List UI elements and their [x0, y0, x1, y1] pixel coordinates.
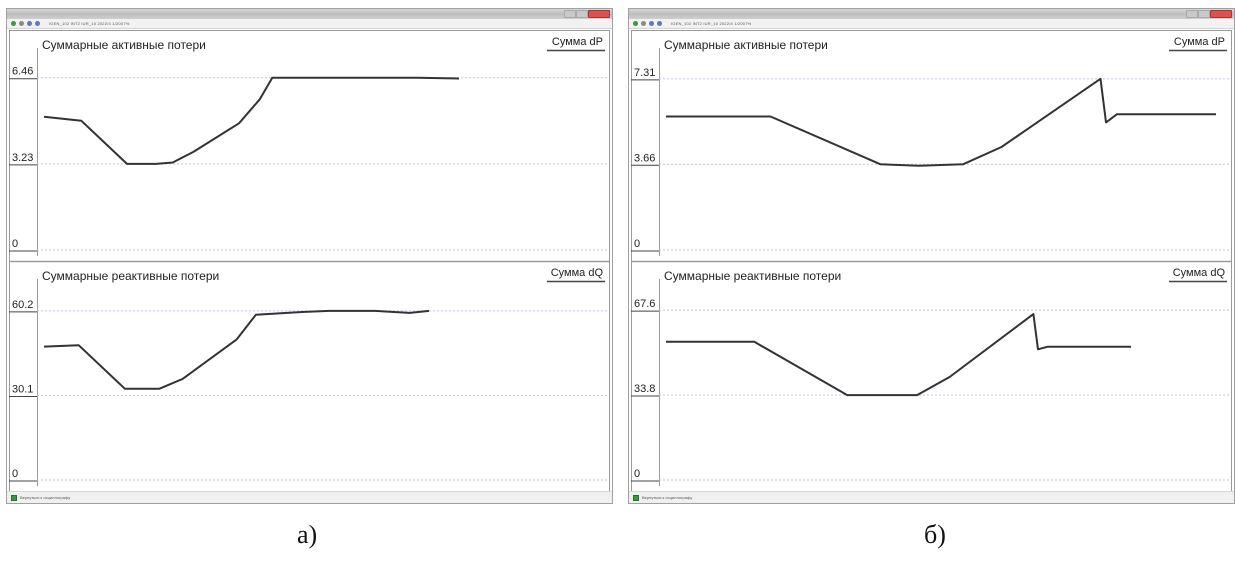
y-tick-label: 60.2 — [12, 299, 33, 311]
y-tick-label: 0 — [634, 238, 640, 250]
return-link[interactable]: Вернуться к осциллографу — [20, 495, 71, 500]
chart-svg-b: 0 3.66 7.31 Суммарные активные потери Сумма … — [631, 30, 1232, 492]
return-link[interactable]: Вернуться к осциллографу — [642, 495, 693, 500]
series-line — [43, 309, 430, 390]
y-tick-label: 0 — [12, 468, 18, 480]
panel-title: Суммарные активные потери — [42, 38, 206, 52]
caption-a: а) — [297, 520, 318, 549]
y-tick-label: 3.66 — [634, 152, 655, 164]
maximize-button[interactable] — [576, 10, 588, 18]
y-tick-label: 0 — [634, 468, 640, 480]
save-icon[interactable] — [649, 21, 654, 26]
chart-panel-active: 0 3.66 7.31 Суммарные активные потери Сумма … — [631, 36, 1231, 256]
caption-b: б) — [924, 520, 946, 549]
stop-icon[interactable] — [641, 21, 646, 26]
close-button[interactable] — [588, 10, 610, 18]
title-bar — [7, 9, 612, 19]
stop-icon[interactable] — [19, 21, 24, 26]
oscillograph-window-b: IGEN_102 INT2 IUR_10 2022/4 1/2007% 0 3.6… — [628, 8, 1235, 504]
maximize-button[interactable] — [1198, 10, 1210, 18]
settings-icon[interactable] — [35, 21, 40, 26]
minimize-button[interactable] — [1186, 10, 1198, 18]
chart-panel-reactive: 0 33.8 67.6 Суммарные реактивные потери Сумм… — [631, 267, 1231, 486]
toolbar: IGEN_102 INT2 IUR_10 2022/4 1/2007% — [7, 19, 612, 29]
return-checkbox[interactable] — [11, 494, 17, 501]
close-button[interactable] — [1210, 10, 1232, 18]
y-tick-label: 0 — [12, 238, 18, 250]
status-bar: Вернуться к осциллографу — [7, 491, 612, 503]
y-tick-label: 7.31 — [634, 67, 655, 79]
legend-label: Сумма dP — [552, 36, 603, 48]
oscillograph-window-a: IGEN_102 INT2 IUR_10 2022/4 1/2007% 0 3.2… — [6, 8, 613, 504]
save-icon[interactable] — [27, 21, 32, 26]
series-line — [666, 77, 1216, 167]
run-icon[interactable] — [11, 21, 16, 26]
series-line — [666, 313, 1131, 397]
toolbar: IGEN_102 INT2 IUR_10 2022/4 1/2007% — [629, 19, 1234, 29]
plot-area: 0 3.23 6.46 Суммарные активные потери Сумма … — [9, 30, 610, 492]
chart-panel-reactive: 0 30.1 60.2 Суммарные реактивные потери Сумм… — [9, 267, 609, 486]
toolbar-info: IGEN_102 INT2 IUR_10 2022/4 1/2007% — [671, 21, 752, 26]
minimize-button[interactable] — [564, 10, 576, 18]
series-line — [43, 76, 460, 165]
y-tick-label: 67.6 — [634, 298, 655, 310]
y-tick-label: 3.23 — [12, 152, 33, 164]
panel-title: Суммарные реактивные потери — [42, 269, 219, 283]
status-bar: Вернуться к осциллографу — [629, 491, 1234, 503]
plot-area: 0 3.66 7.31 Суммарные активные потери Сумма … — [631, 30, 1232, 492]
legend-label: Сумма dQ — [1173, 267, 1226, 279]
run-icon[interactable] — [633, 21, 638, 26]
legend-label: Сумма dP — [1174, 36, 1225, 48]
return-checkbox[interactable] — [633, 494, 639, 501]
chart-panel-active: 0 3.23 6.46 Суммарные активные потери Сумма … — [9, 36, 609, 256]
settings-icon[interactable] — [657, 21, 662, 26]
y-tick-label: 30.1 — [12, 383, 33, 395]
chart-svg-a: 0 3.23 6.46 Суммарные активные потери Сумма … — [9, 30, 610, 492]
toolbar-info: IGEN_102 INT2 IUR_10 2022/4 1/2007% — [49, 21, 130, 26]
panel-title: Суммарные реактивные потери — [664, 269, 841, 283]
y-tick-label: 6.46 — [12, 66, 33, 78]
y-tick-label: 33.8 — [634, 383, 655, 395]
legend-label: Сумма dQ — [551, 267, 604, 279]
title-bar — [629, 9, 1234, 19]
panel-title: Суммарные активные потери — [664, 38, 828, 52]
